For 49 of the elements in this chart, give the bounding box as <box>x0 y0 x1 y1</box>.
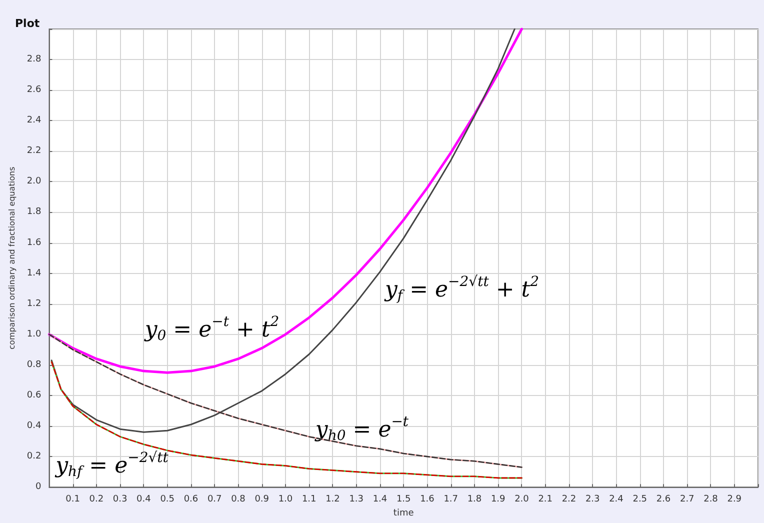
y-tick-label: 0.8 <box>26 360 42 370</box>
x-tick-label: 1.2 <box>326 494 340 505</box>
y-tick-label: 1.0 <box>26 329 42 340</box>
x-tick-label: 2.0 <box>514 494 530 505</box>
y-tick-label: 2.4 <box>26 116 42 126</box>
x-tick-label: 0.4 <box>136 494 152 505</box>
y-tick-label: 2.0 <box>26 176 42 187</box>
y-tick-label: 0.2 <box>26 452 42 462</box>
y-tick-label: 2.8 <box>26 54 42 65</box>
y-tick-label: 2.6 <box>26 85 42 96</box>
x-tick-label: 0.3 <box>112 494 128 505</box>
x-tick-label: 0.7 <box>207 494 222 505</box>
x-tick-label: 2.3 <box>585 494 600 505</box>
x-tick-label: 1.8 <box>467 494 482 505</box>
x-tick-label: 1.3 <box>349 494 364 505</box>
x-tick-label: 0.5 <box>160 494 175 505</box>
x-tick-label: 2.1 <box>538 494 553 505</box>
x-tick-label: 0.9 <box>254 494 270 505</box>
x-tick-label: 1.5 <box>396 494 411 505</box>
y-tick-label: 0.6 <box>26 390 42 400</box>
y-tick-label: 0.4 <box>26 421 42 432</box>
y-tick-label: 1.8 <box>26 207 42 218</box>
x-tick-label: 0.2 <box>89 494 104 505</box>
x-tick-label: 0.6 <box>184 494 198 505</box>
x-tick-label: 1.6 <box>420 494 435 505</box>
x-tick-label: 1.1 <box>302 494 316 505</box>
x-tick-label: 2.7 <box>680 494 694 505</box>
x-tick-label: 1.0 <box>278 494 293 505</box>
x-tick-label: 1.9 <box>490 494 506 505</box>
x-tick-label: 2.9 <box>727 494 742 505</box>
y-tick-label: 1.6 <box>26 238 42 248</box>
x-tick-label: 2.2 <box>562 494 576 505</box>
line-series <box>48 28 523 374</box>
x-tick-label: 2.6 <box>656 494 671 505</box>
x-tick-label: 0.1 <box>66 494 80 505</box>
x-tick-label: 1.7 <box>444 494 458 505</box>
chart-title: Plot <box>15 17 40 30</box>
x-tick-label: 0.8 <box>231 494 246 505</box>
line-series <box>50 361 522 479</box>
y-axis-title: comparison ordinary and fractional equations <box>8 166 16 350</box>
y-tick-label: 0 <box>35 482 42 492</box>
y-tick-label: 2.2 <box>26 146 42 156</box>
x-axis-title: time <box>393 508 414 518</box>
x-tick-label: 2.8 <box>704 494 718 505</box>
x-tick-label: 2.4 <box>609 494 624 505</box>
x-tick-label: 2.5 <box>632 494 648 505</box>
y-tick-label: 1.2 <box>26 298 42 309</box>
y-tick-label: 1.4 <box>26 268 42 278</box>
x-tick-label: 1.4 <box>372 494 388 505</box>
